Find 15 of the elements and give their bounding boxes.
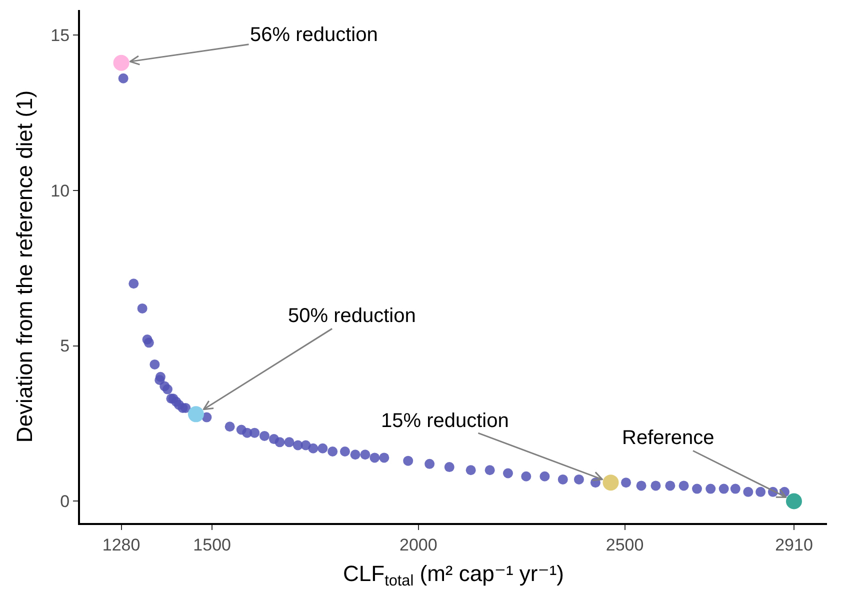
x-axis-title: CLF$_{total}$ (m² cap⁻¹ yr⁻¹) xyxy=(343,560,564,590)
y-axis-title: Deviation from the reference diet (1) xyxy=(12,90,37,443)
annotation: 50% reduction xyxy=(288,305,416,327)
y-tick-label: 5 xyxy=(60,336,70,356)
x-tick-label: 1280 xyxy=(102,535,140,554)
y-tick-label: 10 xyxy=(50,181,70,200)
y-tick-label: 0 xyxy=(60,492,70,512)
x-tick-label: 2500 xyxy=(606,535,644,554)
annotation: 15% reduction xyxy=(381,410,509,432)
y-tick-label: 15 xyxy=(50,26,70,45)
annotation: 56% reduction xyxy=(250,24,378,46)
x-tick-label: 2000 xyxy=(400,535,438,554)
x-tick-label: 2910 xyxy=(775,535,813,554)
x-tick-label: 1500 xyxy=(193,535,231,554)
annotation: Reference xyxy=(622,427,714,449)
